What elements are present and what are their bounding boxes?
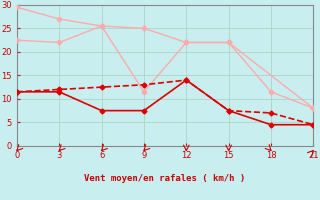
- X-axis label: Vent moyen/en rafales ( km/h ): Vent moyen/en rafales ( km/h ): [84, 174, 246, 183]
